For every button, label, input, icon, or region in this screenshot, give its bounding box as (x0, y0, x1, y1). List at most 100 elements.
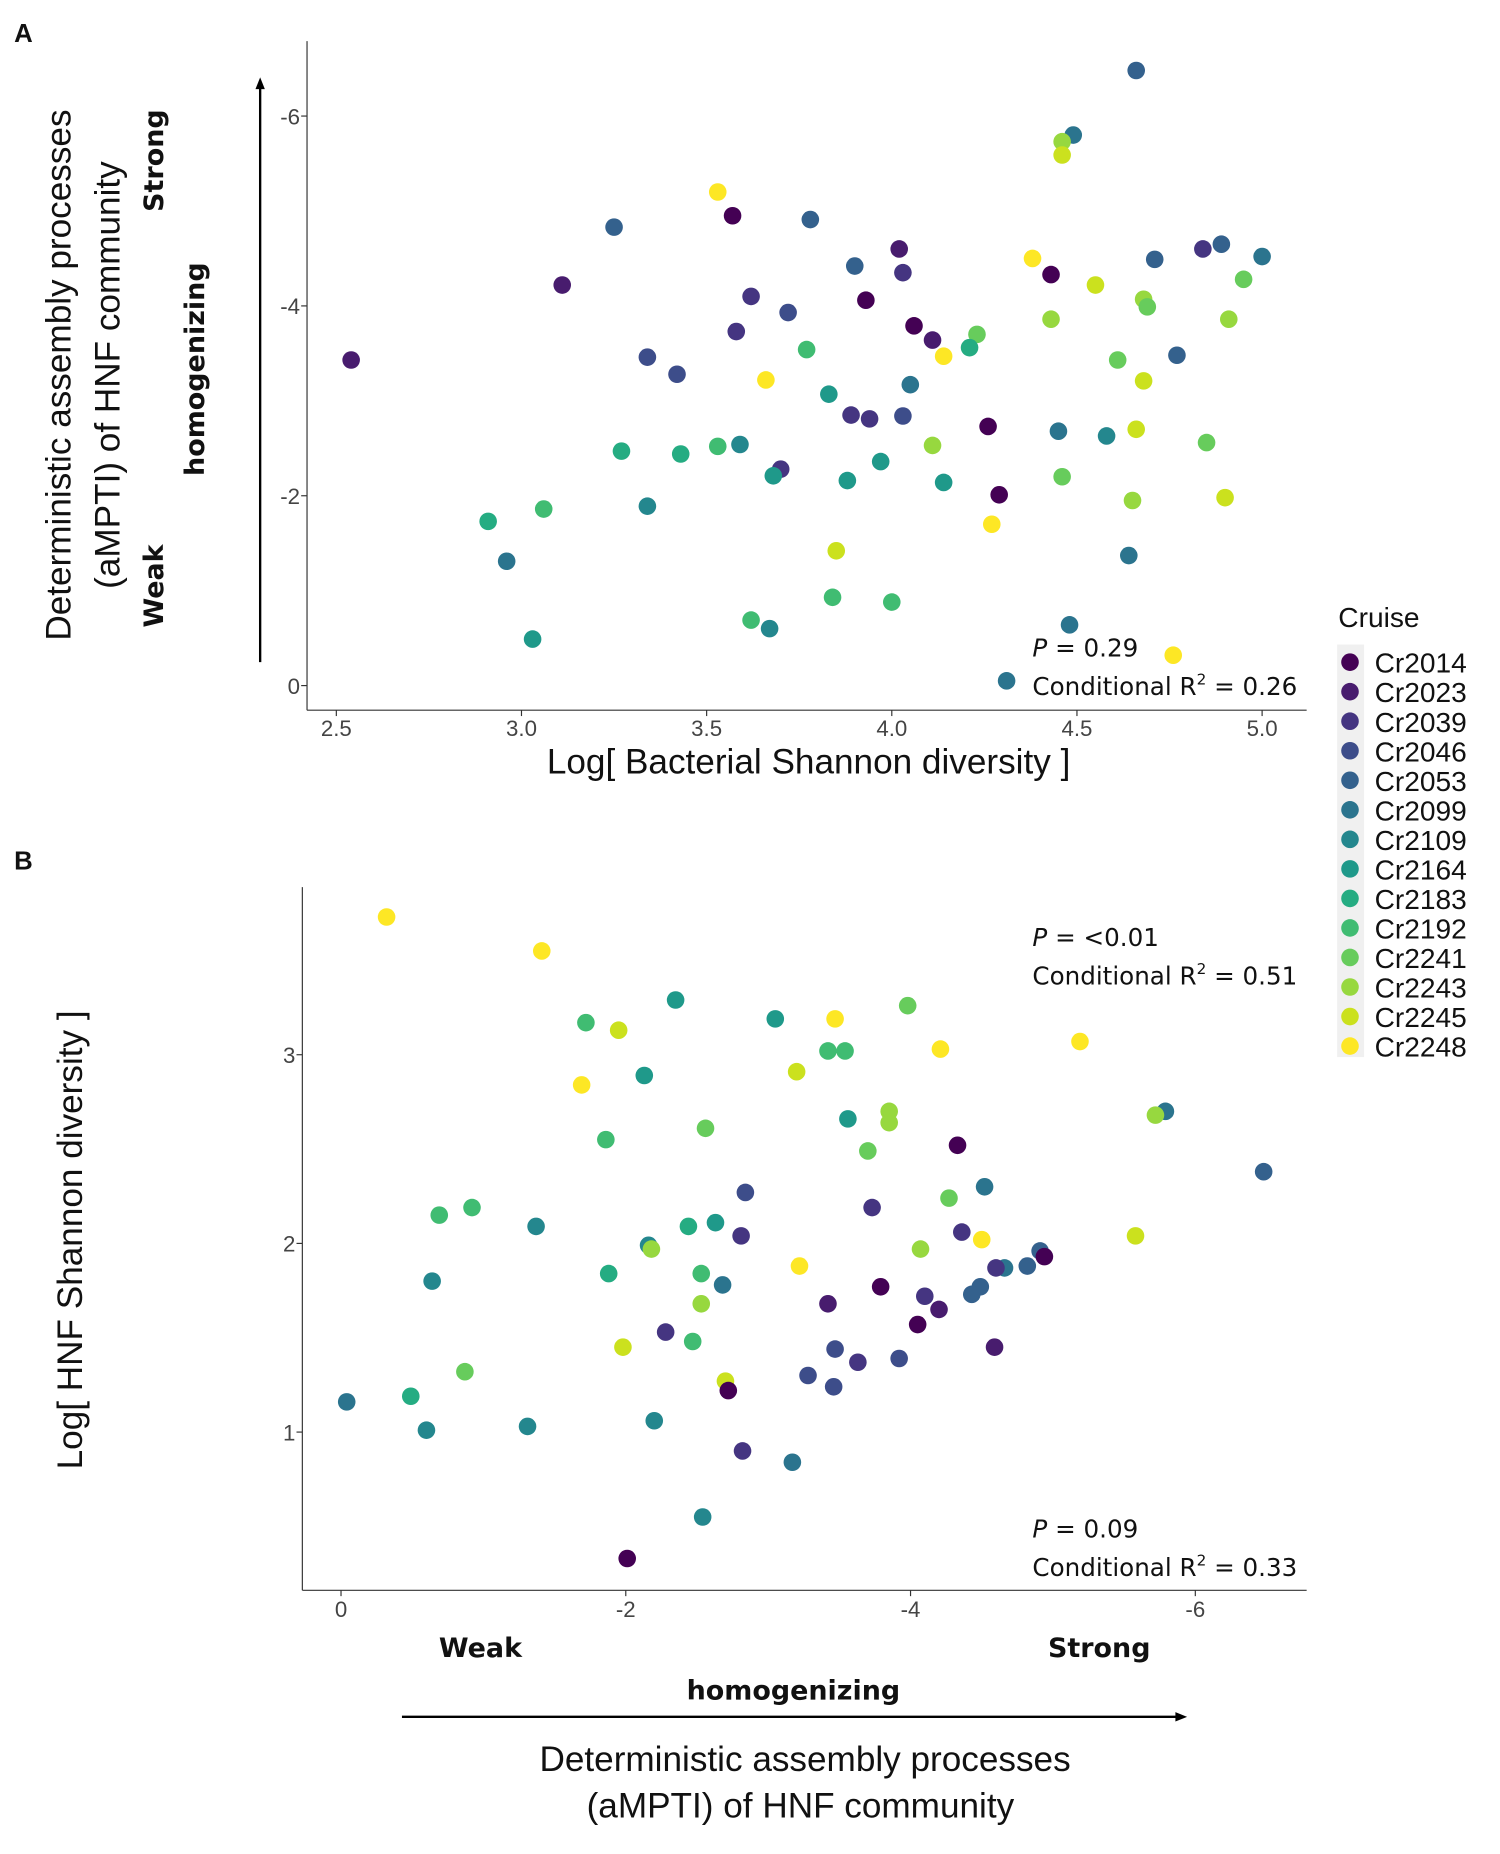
data-point-cr2039 (727, 322, 746, 341)
data-point-cr2183 (679, 1217, 698, 1236)
data-point-cr2248 (377, 908, 396, 926)
y-tick-label: -4 (280, 294, 300, 319)
legend-swatch (1341, 1007, 1359, 1026)
strong-label: Strong (1048, 1633, 1151, 1664)
data-point-cr2099 (901, 375, 920, 394)
data-point-cr2046 (799, 1366, 817, 1385)
x-axis-title-line1: Deterministic assembly processes (539, 1740, 1070, 1779)
data-point-cr2014 (948, 1136, 967, 1155)
legend-swatch (1341, 948, 1359, 967)
data-point-cr2248 (532, 942, 551, 960)
legend-swatch (1341, 741, 1359, 760)
data-point-cr2039 (732, 1227, 750, 1245)
data-point-cr2241 (696, 1119, 715, 1138)
data-point-cr2248 (972, 1230, 991, 1249)
legend-item-label: Cr2164 (1375, 854, 1467, 885)
x-tick-label: -6 (1185, 1597, 1205, 1622)
data-point-cr2183 (960, 338, 979, 357)
data-point-cr2039 (849, 1353, 867, 1372)
data-point-cr2241 (1197, 433, 1216, 452)
data-point-cr2183 (479, 512, 497, 531)
x-tick-label: 4.0 (876, 716, 907, 741)
data-point-cr2014 (990, 486, 1008, 504)
data-point-cr2099 (975, 1178, 994, 1196)
r2-text-bottom: Conditional R2 = 0.33 (1032, 1552, 1297, 1583)
data-point-cr2241 (1053, 467, 1071, 486)
legend-item-label: Cr2245 (1375, 1002, 1467, 1033)
data-point-cr2014 (1042, 265, 1060, 284)
data-point-cr2164 (820, 385, 838, 403)
data-point-cr2243 (1146, 1106, 1165, 1124)
data-point-cr2245 (1134, 372, 1153, 390)
data-point-cr2046 (890, 1349, 908, 1368)
data-point-cr2053 (801, 210, 820, 229)
data-point-cr2109 (518, 1417, 537, 1436)
data-point-cr2099 (713, 1276, 732, 1294)
data-point-cr2243 (923, 436, 942, 455)
arrow-head-icon (1175, 1712, 1188, 1722)
legend-item-label: Cr2046 (1375, 736, 1467, 767)
y-tick-label: 0 (288, 674, 300, 699)
data-point-cr2046 (668, 365, 686, 384)
data-point-cr2099 (1120, 546, 1138, 565)
x-tick-label: 3.0 (506, 716, 537, 741)
legend-title: Cruise (1338, 602, 1419, 633)
data-point-cr2243 (911, 1240, 930, 1258)
data-point-cr2023 (890, 240, 908, 258)
data-point-cr2109 (645, 1411, 664, 1430)
data-point-cr2164 (666, 991, 685, 1009)
data-point-cr2014 (857, 291, 875, 310)
data-point-cr2109 (527, 1217, 545, 1236)
data-point-cr2192 (683, 1332, 702, 1351)
x-tick-label: -2 (616, 1597, 636, 1622)
data-point-cr2023 (819, 1294, 837, 1313)
data-point-cr2192 (836, 1042, 854, 1060)
data-point-cr2245 (1127, 420, 1145, 439)
data-point-cr2014 (871, 1278, 890, 1296)
data-point-cr2241 (940, 1189, 958, 1207)
data-point-cr2053 (1168, 346, 1186, 365)
data-point-cr2053 (1212, 235, 1231, 253)
data-point-cr2099 (337, 1393, 356, 1411)
data-point-cr2241 (1234, 270, 1253, 289)
homogenizing-label: homogenizing (180, 262, 211, 476)
panel-a: 2.5 3.0 3.5 4.0 4.5 5.0 0 -2 -4 -6 Deterministic … (39, 41, 1307, 781)
weak-label: Weak (439, 1633, 523, 1664)
data-point-cr2192 (534, 500, 553, 518)
data-point-cr2243 (1042, 310, 1060, 328)
x-axis-title-line2: (aMPTI) of HNF community (587, 1787, 1015, 1826)
data-point-cr2248 (757, 371, 775, 389)
data-point-cr2099 (497, 552, 516, 571)
data-point-cr2248 (708, 183, 727, 201)
data-point-cr2164 (934, 473, 953, 492)
data-point-cr2248 (1164, 646, 1183, 665)
data-point-cr2245 (1053, 146, 1071, 164)
data-point-cr2023 (930, 1300, 948, 1319)
data-point-cr2192 (577, 1013, 595, 1032)
data-point-cr2248 (1071, 1032, 1089, 1051)
legend-swatch (1341, 712, 1359, 731)
data-point-cr2109 (1097, 427, 1116, 445)
data-point-cr2053 (962, 1285, 981, 1304)
strong-label: Strong (139, 109, 170, 212)
data-point-cr2014 (723, 206, 742, 225)
legend-swatch (1341, 889, 1359, 908)
data-point-cr2109 (731, 435, 749, 454)
data-point-cr2164 (839, 1110, 857, 1128)
legend-swatch (1341, 801, 1359, 819)
data-point-cr2046 (894, 407, 912, 425)
legend-item-label: Cr2192 (1375, 913, 1467, 944)
y-tick-label: 2 (283, 1232, 295, 1257)
data-point-cr2183 (599, 1264, 618, 1283)
y-tick-label: 3 (283, 1043, 295, 1068)
data-point-cr2183 (401, 1387, 420, 1406)
data-point-cr2099 (1253, 247, 1271, 266)
data-point-cr2046 (779, 303, 797, 322)
data-point-cr2248 (982, 515, 1001, 534)
data-point-cr2248 (790, 1257, 809, 1275)
legend-item-label: Cr2053 (1375, 766, 1467, 797)
data-point-cr2109 (693, 1508, 712, 1526)
data-point-cr2039 (842, 406, 860, 424)
data-point-cr2053 (1127, 61, 1145, 80)
legend-swatch (1341, 830, 1359, 849)
